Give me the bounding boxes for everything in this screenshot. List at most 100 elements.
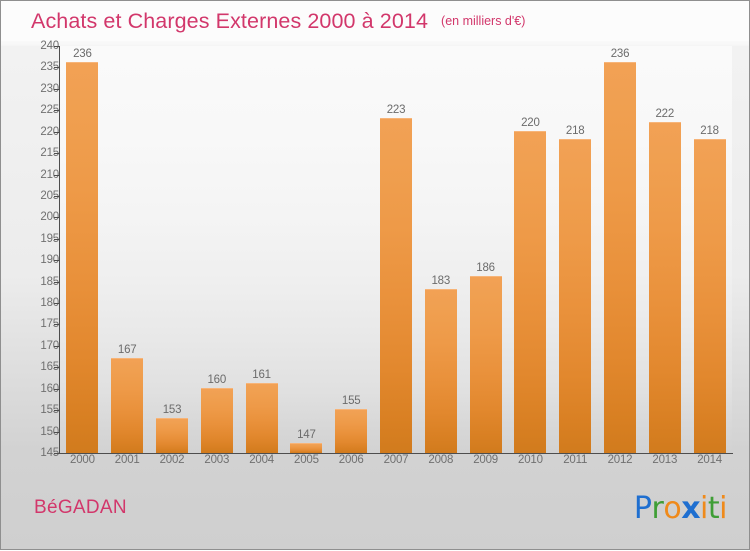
bar-value-label: 186 <box>476 262 495 275</box>
bar-value-label: 147 <box>297 429 316 442</box>
bar-value-label: 236 <box>610 48 630 61</box>
y-axis-tick <box>54 431 60 433</box>
bar-value-label: 218 <box>565 125 585 138</box>
page-title: Achats et Charges Externes 2000 à 2014 <box>31 8 429 33</box>
x-axis-label: 2001 <box>114 454 140 466</box>
x-axis-slot: 2007 <box>374 454 419 466</box>
x-axis-label: 2012 <box>607 454 633 466</box>
bar-value-label: 161 <box>252 369 271 382</box>
y-axis-tick <box>54 345 60 347</box>
y-axis-label: 175 <box>40 318 59 331</box>
bar-value-label: 222 <box>655 108 675 121</box>
y-axis-tick <box>54 303 60 305</box>
y-axis-label: 235 <box>40 61 59 74</box>
y-axis-label: 240 <box>40 40 59 52</box>
logo-letter: i <box>719 491 727 526</box>
bar[interactable] <box>603 62 636 453</box>
bar[interactable] <box>335 409 368 453</box>
bar[interactable] <box>290 443 323 453</box>
x-axis-label: 2011 <box>563 454 588 466</box>
bar-slot: 222 <box>642 46 687 453</box>
y-axis-line <box>59 46 60 454</box>
y-axis-label: 225 <box>40 104 59 117</box>
x-axis-slot: 2005 <box>284 454 329 466</box>
bar[interactable] <box>111 357 144 453</box>
bar-slot: 220 <box>508 46 553 453</box>
y-axis-tick <box>54 67 60 69</box>
bar-slot: 147 <box>284 46 329 453</box>
bar[interactable] <box>200 387 233 453</box>
bar[interactable] <box>424 289 457 453</box>
bar-value-label: 223 <box>386 103 406 116</box>
bar[interactable] <box>66 62 99 453</box>
y-axis-tick <box>54 131 60 133</box>
bar-slot: 183 <box>418 46 463 453</box>
x-axis-slot: 2011 <box>553 454 598 466</box>
bar[interactable] <box>514 130 547 453</box>
x-axis-line <box>59 453 733 454</box>
x-axis-slot: 2013 <box>642 454 687 466</box>
x-axis: 2000 2001 2002 2003 2004 2005 2006 2007 2008 2009… <box>60 454 732 476</box>
x-axis-label: 2009 <box>473 454 498 466</box>
y-axis-tick <box>54 88 60 90</box>
bars-layer: 236 167 153 160 161 147 155 223 183 186 220 218 236 2… <box>60 46 732 453</box>
proxiti-logo[interactable]: Proxiti <box>633 491 728 526</box>
bar[interactable] <box>379 117 412 453</box>
y-axis-label: 200 <box>40 211 59 224</box>
bar-slot: 160 <box>194 46 239 453</box>
y-axis-label: 230 <box>40 82 59 95</box>
bar-value-label: 236 <box>73 48 92 61</box>
bar[interactable] <box>245 383 278 453</box>
x-axis-slot: 2014 <box>687 454 732 466</box>
x-axis-label: 2004 <box>249 454 274 466</box>
bar[interactable] <box>469 276 502 453</box>
x-axis-label: 2007 <box>383 454 409 466</box>
y-axis-label: 190 <box>40 254 59 267</box>
y-axis-tick <box>54 324 60 326</box>
y-axis-label: 185 <box>40 275 59 288</box>
bar-value-label: 183 <box>431 275 451 288</box>
bar-value-label: 155 <box>341 395 361 408</box>
bar[interactable] <box>648 122 681 453</box>
x-axis-slot: 2004 <box>239 454 284 466</box>
y-axis-tick <box>54 453 60 454</box>
bar-value-label: 167 <box>117 343 137 356</box>
y-axis-label: 180 <box>40 297 59 310</box>
bar-slot: 155 <box>329 46 374 453</box>
bar-slot: 236 <box>598 46 643 453</box>
logo-letter: i <box>700 491 708 526</box>
x-axis-slot: 2002 <box>150 454 195 466</box>
y-axis-label: 215 <box>40 147 59 160</box>
logo-letter: t <box>707 491 720 526</box>
chart-header: Achats et Charges Externes 2000 à 2014 (… <box>1 1 749 41</box>
y-axis-tick <box>54 153 60 155</box>
x-axis-slot: 2003 <box>194 454 239 466</box>
x-axis-label: 2014 <box>697 454 722 466</box>
bar[interactable] <box>155 417 188 453</box>
bar[interactable] <box>693 139 726 453</box>
y-axis-tick <box>54 367 60 369</box>
bar[interactable] <box>559 139 592 453</box>
y-axis-label: 165 <box>40 361 59 374</box>
x-axis-slot: 2009 <box>463 454 508 466</box>
y-axis-label: 160 <box>40 382 59 395</box>
x-axis-label: 2005 <box>294 454 319 466</box>
y-axis-label: 220 <box>40 125 59 138</box>
y-axis-tick <box>54 260 60 262</box>
bar-slot: 218 <box>687 46 732 453</box>
y-axis-tick <box>54 174 60 176</box>
bar-slot: 236 <box>60 46 105 453</box>
logo-letter: x <box>681 491 701 526</box>
x-axis-label: 2013 <box>652 454 678 466</box>
y-axis-label: 205 <box>40 189 59 202</box>
y-axis-label: 195 <box>40 232 59 245</box>
bar-slot: 153 <box>150 46 195 453</box>
logo-letter: P <box>633 491 652 526</box>
x-axis-label: 2006 <box>338 454 364 466</box>
y-axis-tick <box>54 238 60 240</box>
bar-value-label: 220 <box>521 116 540 129</box>
bar-slot: 167 <box>105 46 150 453</box>
y-axis-label: 150 <box>40 425 59 438</box>
bar-value-label: 218 <box>700 125 719 138</box>
